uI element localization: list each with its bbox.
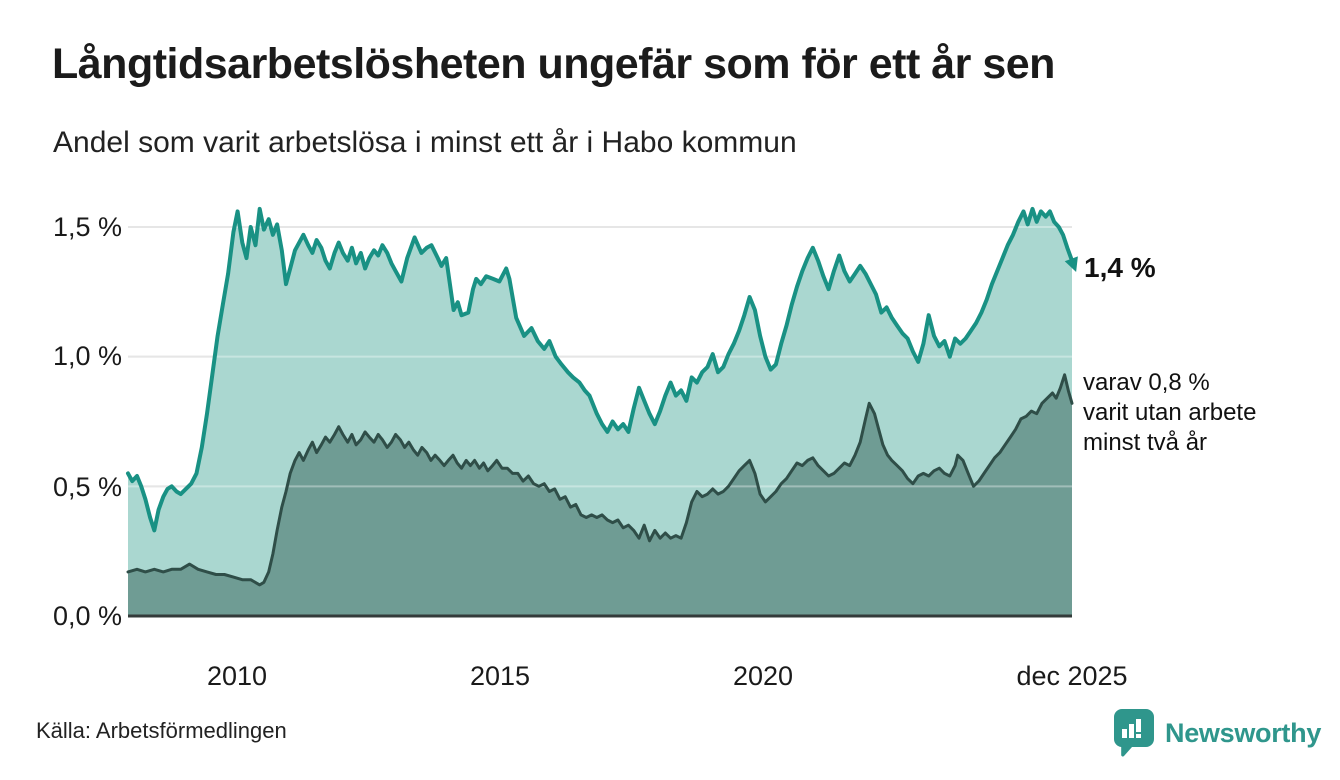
x-axis-tick-label: 2020 [732,661,794,691]
newsworthy-logo-icon [1113,708,1155,758]
newsworthy-logo-text: Newsworthy [1165,717,1322,748]
area-chart [126,206,1078,618]
secondary-value-label: varav 0,8 % varit utan arbete minst två … [1083,368,1256,458]
arrowhead-icon [1064,256,1078,272]
x-axis-tick-label: 2015 [469,661,531,691]
y-axis-tick-label: 1,5 % [52,212,122,242]
y-axis-tick-label: 0,5 % [52,472,122,502]
page-subtitle: Andel som varit arbetslösa i minst ett å… [53,126,797,159]
series-line [126,373,1074,587]
x-axis-tick-label: dec 2025 [1016,661,1128,691]
secondary-value-line: minst två år [1083,429,1208,456]
secondary-value-line: varit utan arbete [1083,399,1257,426]
y-axis-tick-label: 1,0 % [52,341,122,371]
x-axis-tick-label: 2010 [206,661,268,691]
series-line [126,206,1074,533]
page-title: Långtidsarbetslösheten ungefär som för e… [52,40,1055,88]
source-credit: Källa: Arbetsförmedlingen [36,718,287,743]
latest-value-label: 1,4 % [1084,251,1156,283]
secondary-value-line: varav 0,8 % [1083,369,1210,396]
newsworthy-logo: Newsworthy [1113,708,1321,758]
y-axis-tick-label: 0,0 % [52,601,122,631]
